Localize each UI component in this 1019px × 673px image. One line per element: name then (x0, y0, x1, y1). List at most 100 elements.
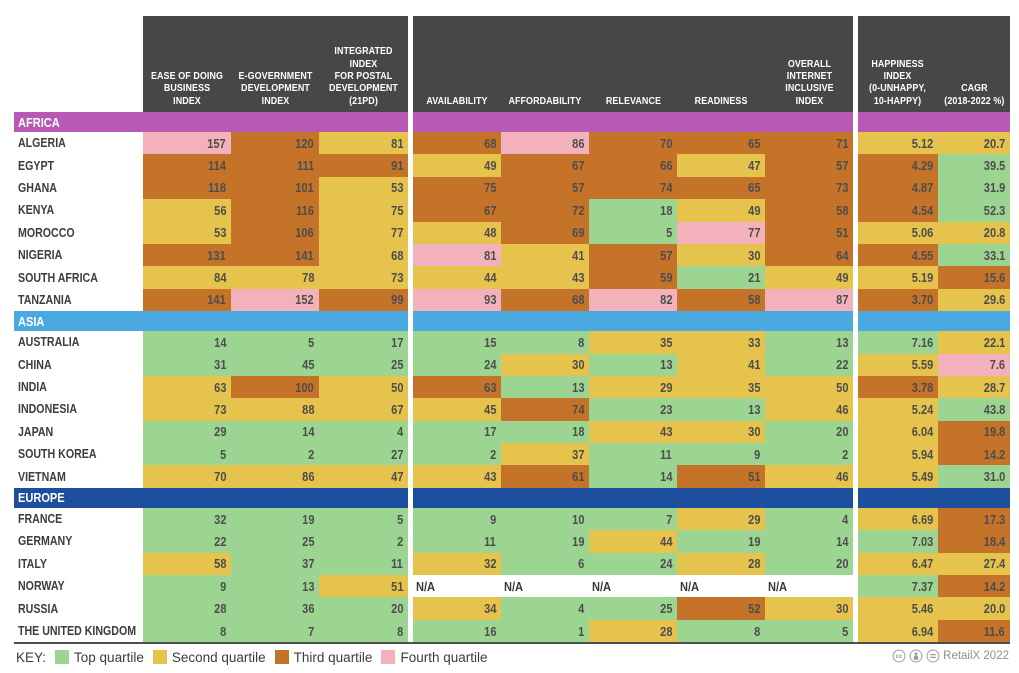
column-group-gap (853, 353, 858, 376)
cell-value: 7 (665, 511, 672, 527)
cell-tanzania-overall-internet-inclusive: 87 (765, 288, 853, 312)
cell-russia-overall-internet-inclusive: 30 (765, 597, 853, 620)
table-row-india: INDIA 63 100 50 63 13 29 35 50 3.78 28.7 (14, 375, 1010, 399)
cell-value: 100 (295, 379, 314, 395)
cell-value: 4 (396, 424, 403, 440)
cell-china-ease-of-doing-business: 31 (143, 353, 231, 376)
region-bar-segment (858, 487, 1010, 508)
cell-value: 67 (390, 401, 403, 417)
column-group-gap (853, 398, 858, 421)
column-group-gap (408, 375, 413, 399)
column-header-e-government-development: E-GOVERNMENT DEVELOPMENT INDEX (231, 16, 319, 112)
cell-value: 27 (390, 446, 403, 462)
row-label-cell: KENYA (14, 199, 143, 222)
cell-value: 5.94 (911, 446, 933, 462)
column-group-gap (853, 619, 858, 643)
cell-vietnam-readiness: 51 (677, 465, 765, 488)
legend-item-label: Top quartile (74, 649, 144, 665)
column-group-gap (853, 288, 858, 312)
cell-nigeria-integrated-postal-development: 68 (319, 243, 408, 267)
cell-morocco-availability: 48 (413, 221, 501, 244)
country-label: INDIA (18, 380, 47, 395)
cell-south-africa-readiness: 21 (677, 266, 765, 289)
cell-value: 6.69 (911, 511, 933, 527)
cell-japan-affordability: 18 (501, 420, 589, 444)
table-row-algeria: ALGERIA 157 120 81 68 86 70 65 71 5.12 20.7 (14, 132, 1010, 155)
cell-algeria-readiness: 65 (677, 132, 765, 155)
country-label: INDONESIA (18, 402, 78, 417)
cell-value: 7 (307, 623, 314, 639)
country-label: TANZANIA (18, 292, 72, 307)
cell-tanzania-readiness: 58 (677, 288, 765, 312)
column-group-gap (853, 575, 858, 598)
second-quartile-swatch (152, 650, 167, 664)
cell-value: 24 (483, 357, 496, 373)
cell-japan-happiness-index: 6.04 (858, 420, 938, 444)
cell-value: 31.0 (983, 469, 1005, 485)
cell-italy-relevance: 24 (589, 552, 677, 576)
cell-value: 67 (483, 202, 496, 218)
equal-icon (926, 649, 940, 663)
cell-value: 57 (571, 180, 584, 196)
cell-value: 118 (208, 180, 226, 196)
cell-value: 73 (835, 180, 848, 196)
cell-france-cagr: 17.3 (938, 507, 1010, 531)
table-row-norway: NORWAY 9 13 51 N/A N/A N/A N/A N/A 7.37 14.2 (14, 575, 1010, 598)
cell-value: 141 (207, 292, 226, 308)
cell-value: 49 (835, 270, 848, 286)
cell-value: 73 (213, 401, 226, 417)
column-group-gap (853, 132, 858, 155)
cell-value: 7.03 (911, 533, 933, 549)
cell-value: 28.7 (983, 379, 1005, 395)
column-group-gap (853, 243, 858, 267)
cell-russia-integrated-postal-development: 20 (319, 597, 408, 620)
cell-value: 2 (396, 533, 403, 549)
cell-value: 131 (207, 247, 226, 263)
cell-value: 8 (577, 334, 584, 350)
cell-nigeria-e-government-development: 141 (231, 243, 319, 267)
cell-nigeria-relevance: 57 (589, 243, 677, 267)
cell-value: 39.5 (983, 158, 1005, 174)
cell-nigeria-readiness: 30 (677, 243, 765, 267)
cell-kenya-cagr: 52.3 (938, 199, 1010, 222)
credit: cc RetailX 2022 (892, 649, 1009, 663)
column-group-gap (408, 507, 413, 531)
legend-item-label: Third quartile (293, 649, 373, 665)
cell-germany-overall-internet-inclusive: 14 (765, 530, 853, 553)
cell-nigeria-cagr: 33.1 (938, 243, 1010, 267)
cell-norway-e-government-development: 13 (231, 575, 319, 598)
cell-south-korea-availability: 2 (413, 443, 501, 466)
cell-value: 74 (571, 401, 584, 417)
cell-france-readiness: 29 (677, 507, 765, 531)
cell-russia-affordability: 4 (501, 597, 589, 620)
cell-value: 46 (835, 401, 848, 417)
cell-russia-happiness-index: 5.46 (858, 597, 938, 620)
cell-value: 114 (208, 158, 226, 174)
country-label: KENYA (18, 203, 55, 218)
cell-value: 34 (483, 601, 496, 617)
cell-south-korea-relevance: 11 (589, 443, 677, 466)
cell-value: 48 (483, 225, 496, 241)
cell-france-affordability: 10 (501, 507, 589, 531)
cell-value: 116 (296, 202, 314, 218)
cell-south-africa-happiness-index: 5.19 (858, 266, 938, 289)
cell-value: 20 (835, 556, 848, 572)
cell-value: 5.49 (911, 469, 933, 485)
cell-algeria-happiness-index: 5.12 (858, 132, 938, 155)
cell-value: 51 (390, 578, 403, 594)
cell-value: 28 (659, 623, 672, 639)
cell-value: 59 (659, 270, 672, 286)
cell-value: 25 (390, 357, 403, 373)
cell-russia-relevance: 25 (589, 597, 677, 620)
cell-tanzania-integrated-postal-development: 99 (319, 288, 408, 312)
cell-value: 4.87 (911, 180, 933, 196)
cell-italy-affordability: 6 (501, 552, 589, 576)
cell-vietnam-ease-of-doing-business: 70 (143, 465, 231, 488)
cell-value: 25 (301, 533, 314, 549)
cell-italy-overall-internet-inclusive: 20 (765, 552, 853, 576)
cell-south-africa-e-government-development: 78 (231, 266, 319, 289)
cell-value: 78 (301, 270, 314, 286)
cell-algeria-ease-of-doing-business: 157 (143, 132, 231, 155)
cell-kenya-readiness: 49 (677, 199, 765, 222)
cell-value: 50 (835, 379, 848, 395)
